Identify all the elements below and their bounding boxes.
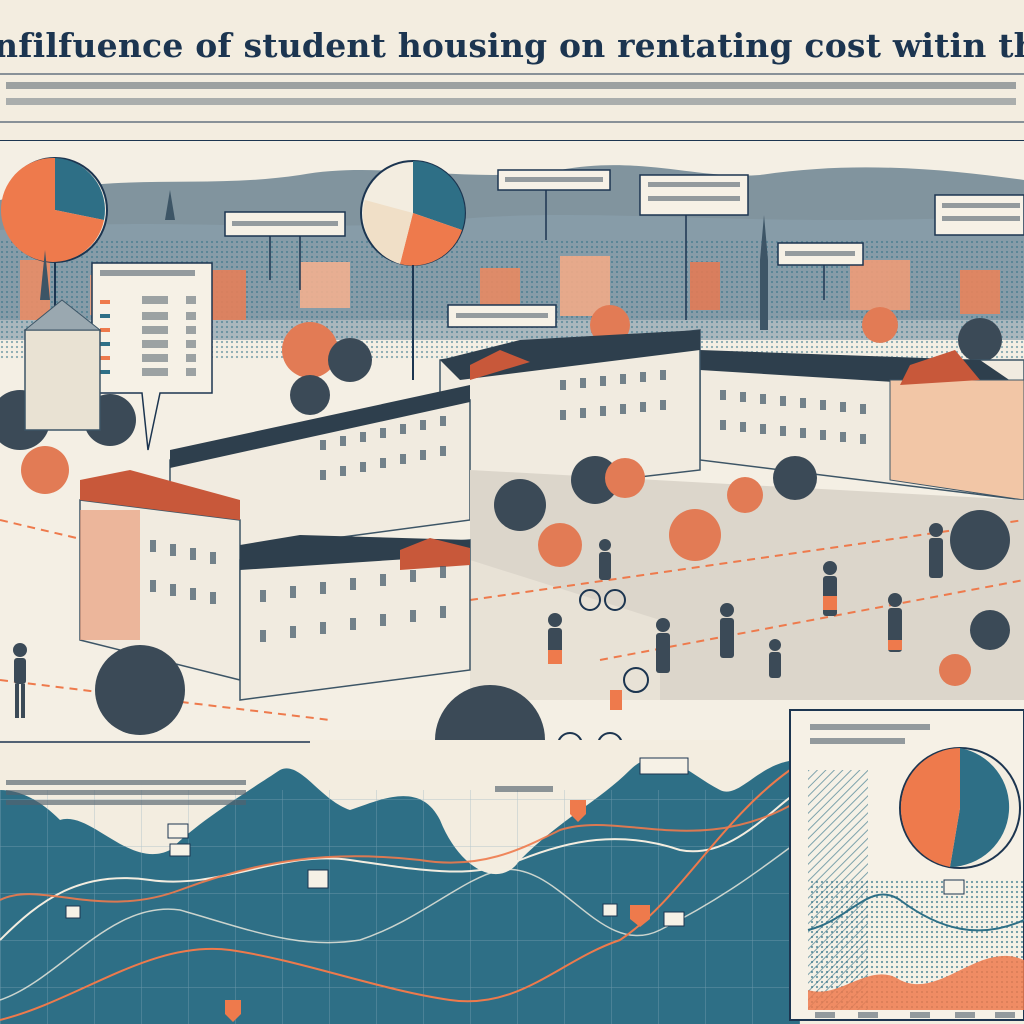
pie-callout-left [0, 157, 108, 380]
pie-callout-center [360, 160, 466, 380]
plaza [0, 470, 1024, 721]
people [13, 523, 943, 758]
legend-bubble [91, 262, 213, 451]
building-front [79, 470, 471, 701]
building-back-center [439, 329, 701, 501]
church-left [23, 250, 102, 431]
page-title: nfilfuence of student housing on rentati… [0, 26, 1024, 65]
trees-foreground [95, 456, 1010, 795]
inset-pie [899, 747, 1021, 869]
windows [320, 370, 866, 480]
inset-panel [789, 709, 1024, 1021]
bottom-chart [0, 740, 801, 1024]
subtitle-scribble [0, 73, 1024, 123]
